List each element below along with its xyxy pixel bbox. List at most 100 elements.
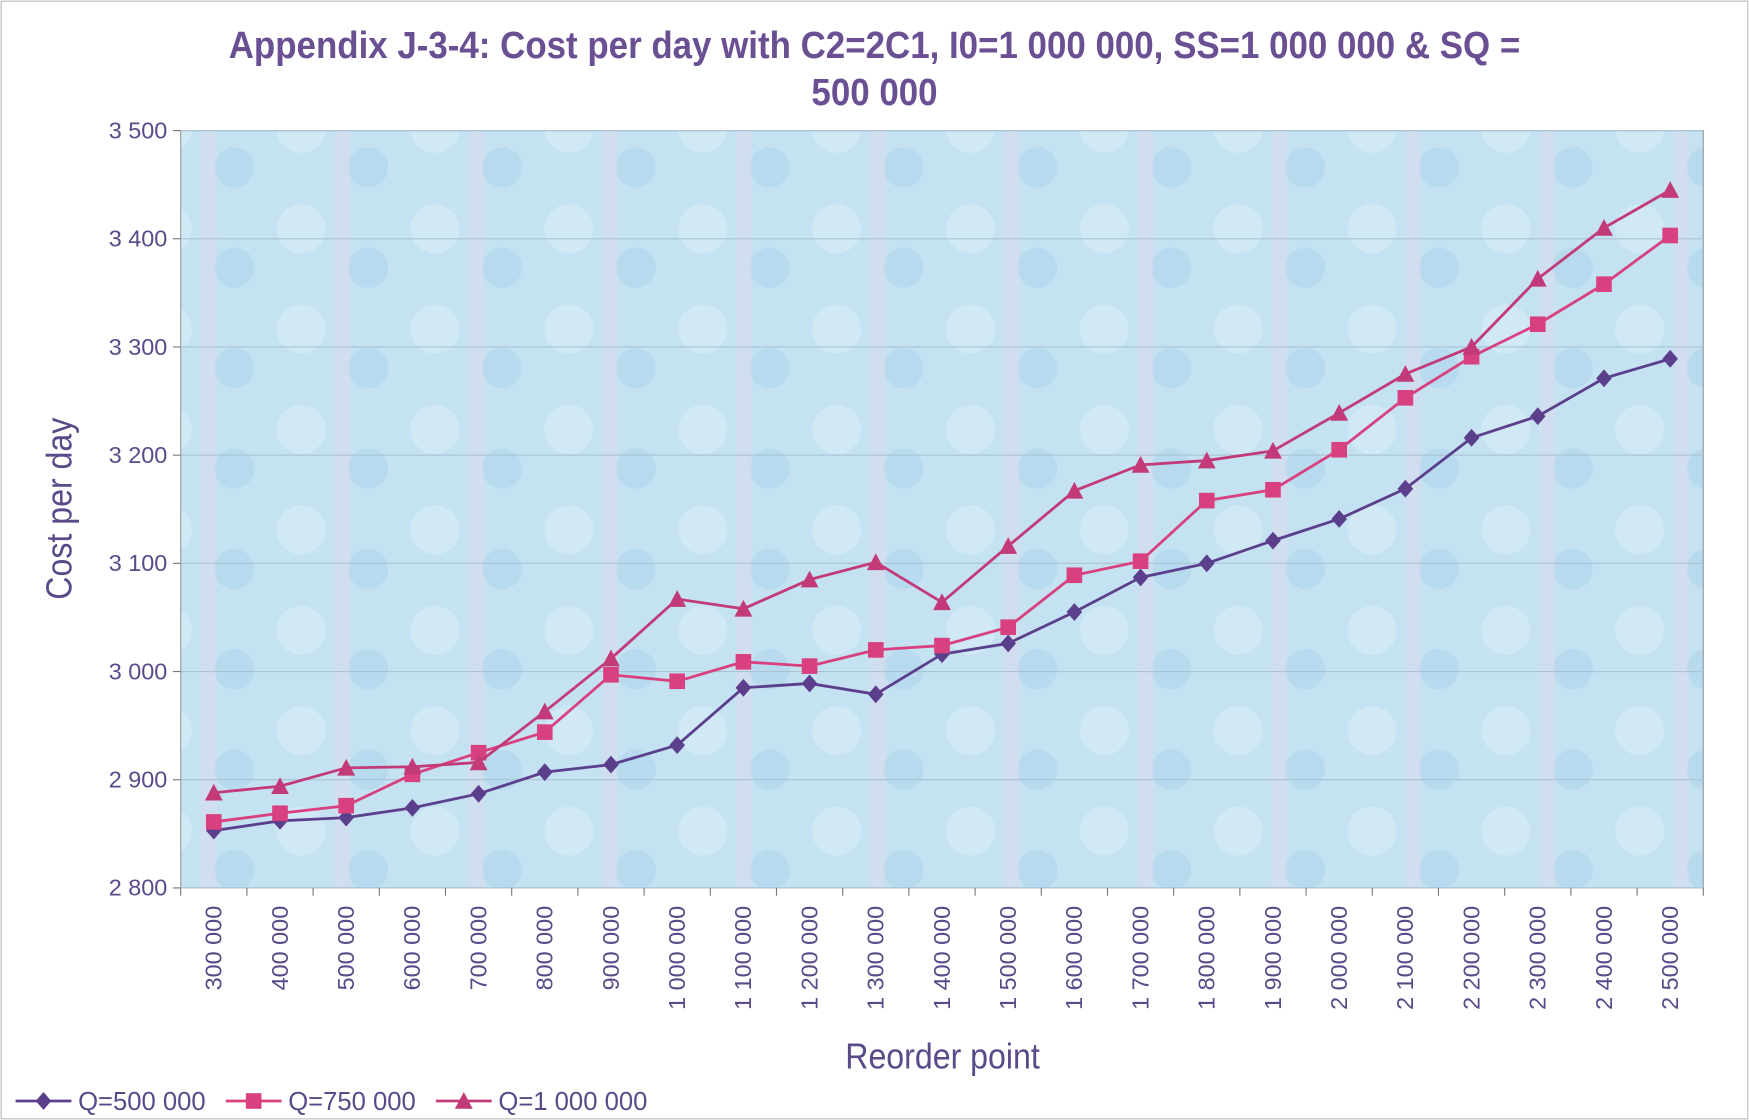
marker: [867, 642, 884, 658]
marker: [999, 537, 1018, 554]
marker: [1528, 269, 1547, 287]
marker: [734, 599, 753, 617]
marker: [1197, 451, 1216, 469]
y-tick-label: 2 900: [109, 767, 168, 793]
marker: [602, 649, 620, 667]
x-tick-label: 2 200 000: [1458, 906, 1484, 1010]
marker: [603, 666, 619, 683]
x-tick-label: 1 300 000: [863, 906, 889, 1010]
marker: [1000, 619, 1016, 635]
marker: [669, 673, 685, 690]
marker: [1462, 338, 1481, 355]
legend-item: Q=500 000: [15, 1088, 206, 1116]
x-tick-label: 600 000: [399, 906, 425, 991]
marker: [1397, 389, 1414, 406]
x-tick-label: 2 000 000: [1326, 906, 1352, 1010]
marker: [1132, 568, 1149, 587]
y-tick-label: 3 500: [109, 117, 168, 143]
marker: [1066, 567, 1083, 584]
marker: [1000, 634, 1016, 653]
y-tick-label: 3 100: [109, 550, 168, 576]
marker: [1330, 404, 1349, 421]
x-tick-label: 500 000: [333, 906, 359, 991]
y-tick-label: 2 800: [109, 875, 168, 901]
marker: [536, 724, 553, 740]
legend-label: Q=750 000: [288, 1088, 416, 1116]
marker: [1331, 510, 1347, 528]
x-tick-label: 900 000: [598, 906, 624, 991]
x-tick-label: 1 700 000: [1127, 906, 1153, 1010]
x-tick-label: 400 000: [267, 906, 293, 991]
marker: [403, 757, 422, 775]
marker: [337, 758, 356, 776]
x-tick-label: 1 800 000: [1194, 906, 1220, 1010]
marker: [404, 798, 421, 817]
x-tick-label: 2 100 000: [1392, 906, 1418, 1010]
x-tick-label: 1 000 000: [664, 906, 690, 1010]
marker: [245, 1093, 262, 1109]
legend-item: Q=1 000 000: [435, 1088, 647, 1116]
x-tick-label: 800 000: [532, 906, 558, 991]
marker: [1662, 227, 1678, 244]
marker: [1529, 407, 1546, 426]
marker: [1132, 553, 1149, 569]
x-tick-label: 1 900 000: [1260, 906, 1286, 1010]
marker: [801, 658, 818, 674]
y-axis-label: Cost per day: [40, 418, 80, 600]
marker: [204, 783, 223, 801]
legend-item: Q=750 000: [225, 1088, 416, 1116]
y-tick-label: 3 000: [109, 658, 168, 684]
marker: [1331, 441, 1347, 458]
marker: [1661, 181, 1680, 198]
marker: [1198, 554, 1215, 573]
plot-area: [180, 130, 1704, 889]
title-wrap: Appendix J-3-4: Cost per day with C2=2C1…: [228, 24, 1521, 114]
x-tick-label: 1 200 000: [796, 906, 822, 1010]
legend-label: Q=500 000: [78, 1088, 206, 1116]
marker: [338, 797, 355, 814]
y-tick-label: 3 200: [109, 442, 168, 468]
y-tick-label: 3 300: [109, 334, 168, 360]
x-tick-label: 300 000: [201, 906, 227, 991]
marker: [669, 736, 685, 755]
x-tick-label: 1 100 000: [730, 906, 756, 1010]
marker: [866, 553, 885, 571]
marker: [934, 637, 950, 654]
marker: [1131, 455, 1150, 473]
marker: [272, 805, 288, 822]
marker: [1066, 603, 1083, 621]
marker: [800, 570, 819, 588]
marker: [1397, 479, 1414, 498]
chart-title: Appendix J-3-4: Cost per day with C2=2C1…: [228, 24, 1521, 114]
marker: [1065, 481, 1084, 499]
marker: [469, 753, 488, 771]
x-tick-label: 1 500 000: [995, 906, 1021, 1010]
marker: [668, 590, 687, 607]
marker: [933, 593, 951, 611]
marker: [1265, 531, 1281, 550]
marker: [205, 814, 222, 830]
marker: [271, 777, 289, 795]
marker: [603, 755, 619, 774]
y-tick-label: 3 400: [109, 226, 168, 252]
marker: [1265, 481, 1281, 498]
marker: [1596, 276, 1612, 293]
marker: [801, 674, 818, 693]
marker: [1396, 365, 1415, 382]
legend-label: Q=1 000 000: [498, 1088, 647, 1116]
marker: [1595, 219, 1613, 236]
x-tick-label: 700 000: [465, 906, 491, 991]
marker: [535, 702, 554, 720]
marker: [35, 1092, 52, 1110]
marker: [735, 653, 752, 670]
x-tick-label: 2 500 000: [1657, 906, 1683, 1010]
marker: [470, 784, 487, 803]
marker: [470, 744, 487, 761]
x-tick-label: 1 600 000: [1061, 906, 1087, 1010]
marker: [454, 1092, 473, 1109]
x-axis-label: Reorder point: [845, 1037, 1040, 1077]
marker: [1529, 316, 1546, 333]
marker: [1198, 492, 1215, 509]
x-tick-label: 1 400 000: [929, 906, 955, 1010]
